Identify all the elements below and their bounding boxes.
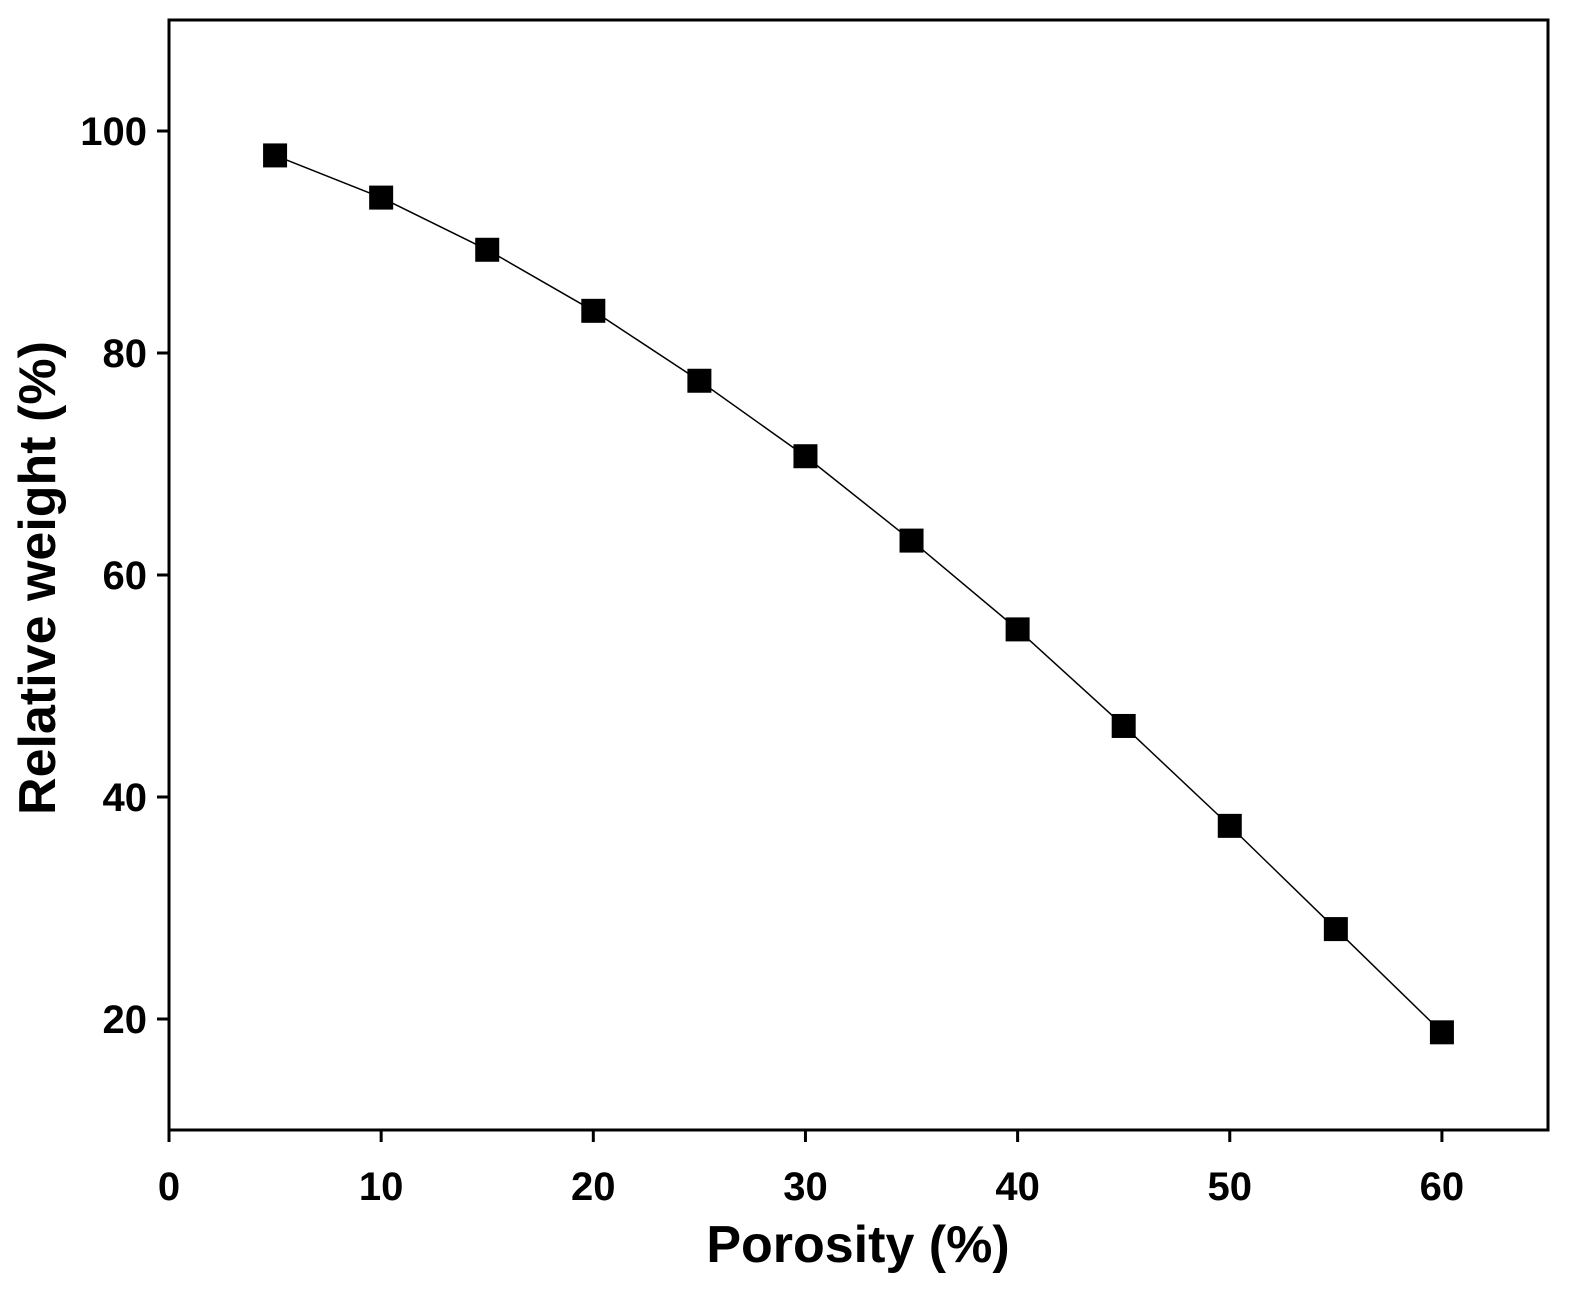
y-tick-label: 40 [103,776,148,820]
y-tick-label: 100 [80,110,147,154]
x-tick-label: 40 [995,1165,1040,1209]
x-tick-label: 10 [359,1165,404,1209]
x-axis-title: Porosity (%) [706,1216,1009,1274]
marker [687,368,712,393]
marker [475,237,500,262]
marker [1111,713,1136,738]
y-axis-title: Relative weight (%) [9,341,67,815]
series-line [274,154,1443,1033]
x-tick-label: 50 [1208,1165,1253,1209]
marker [263,143,288,168]
marker [369,185,394,210]
marker [581,298,606,323]
marker [899,528,924,553]
y-tick-label: 20 [103,998,148,1042]
marker [1429,1020,1454,1045]
marker [1323,917,1348,942]
marker [1005,617,1030,642]
y-tick-label: 60 [103,554,148,598]
x-tick-label: 30 [783,1165,828,1209]
y-tick-label: 80 [103,332,148,376]
x-tick-label: 20 [571,1165,616,1209]
marker [1217,813,1242,838]
marker [793,444,818,469]
x-tick-label: 60 [1420,1165,1465,1209]
x-tick-label: 0 [158,1165,180,1209]
